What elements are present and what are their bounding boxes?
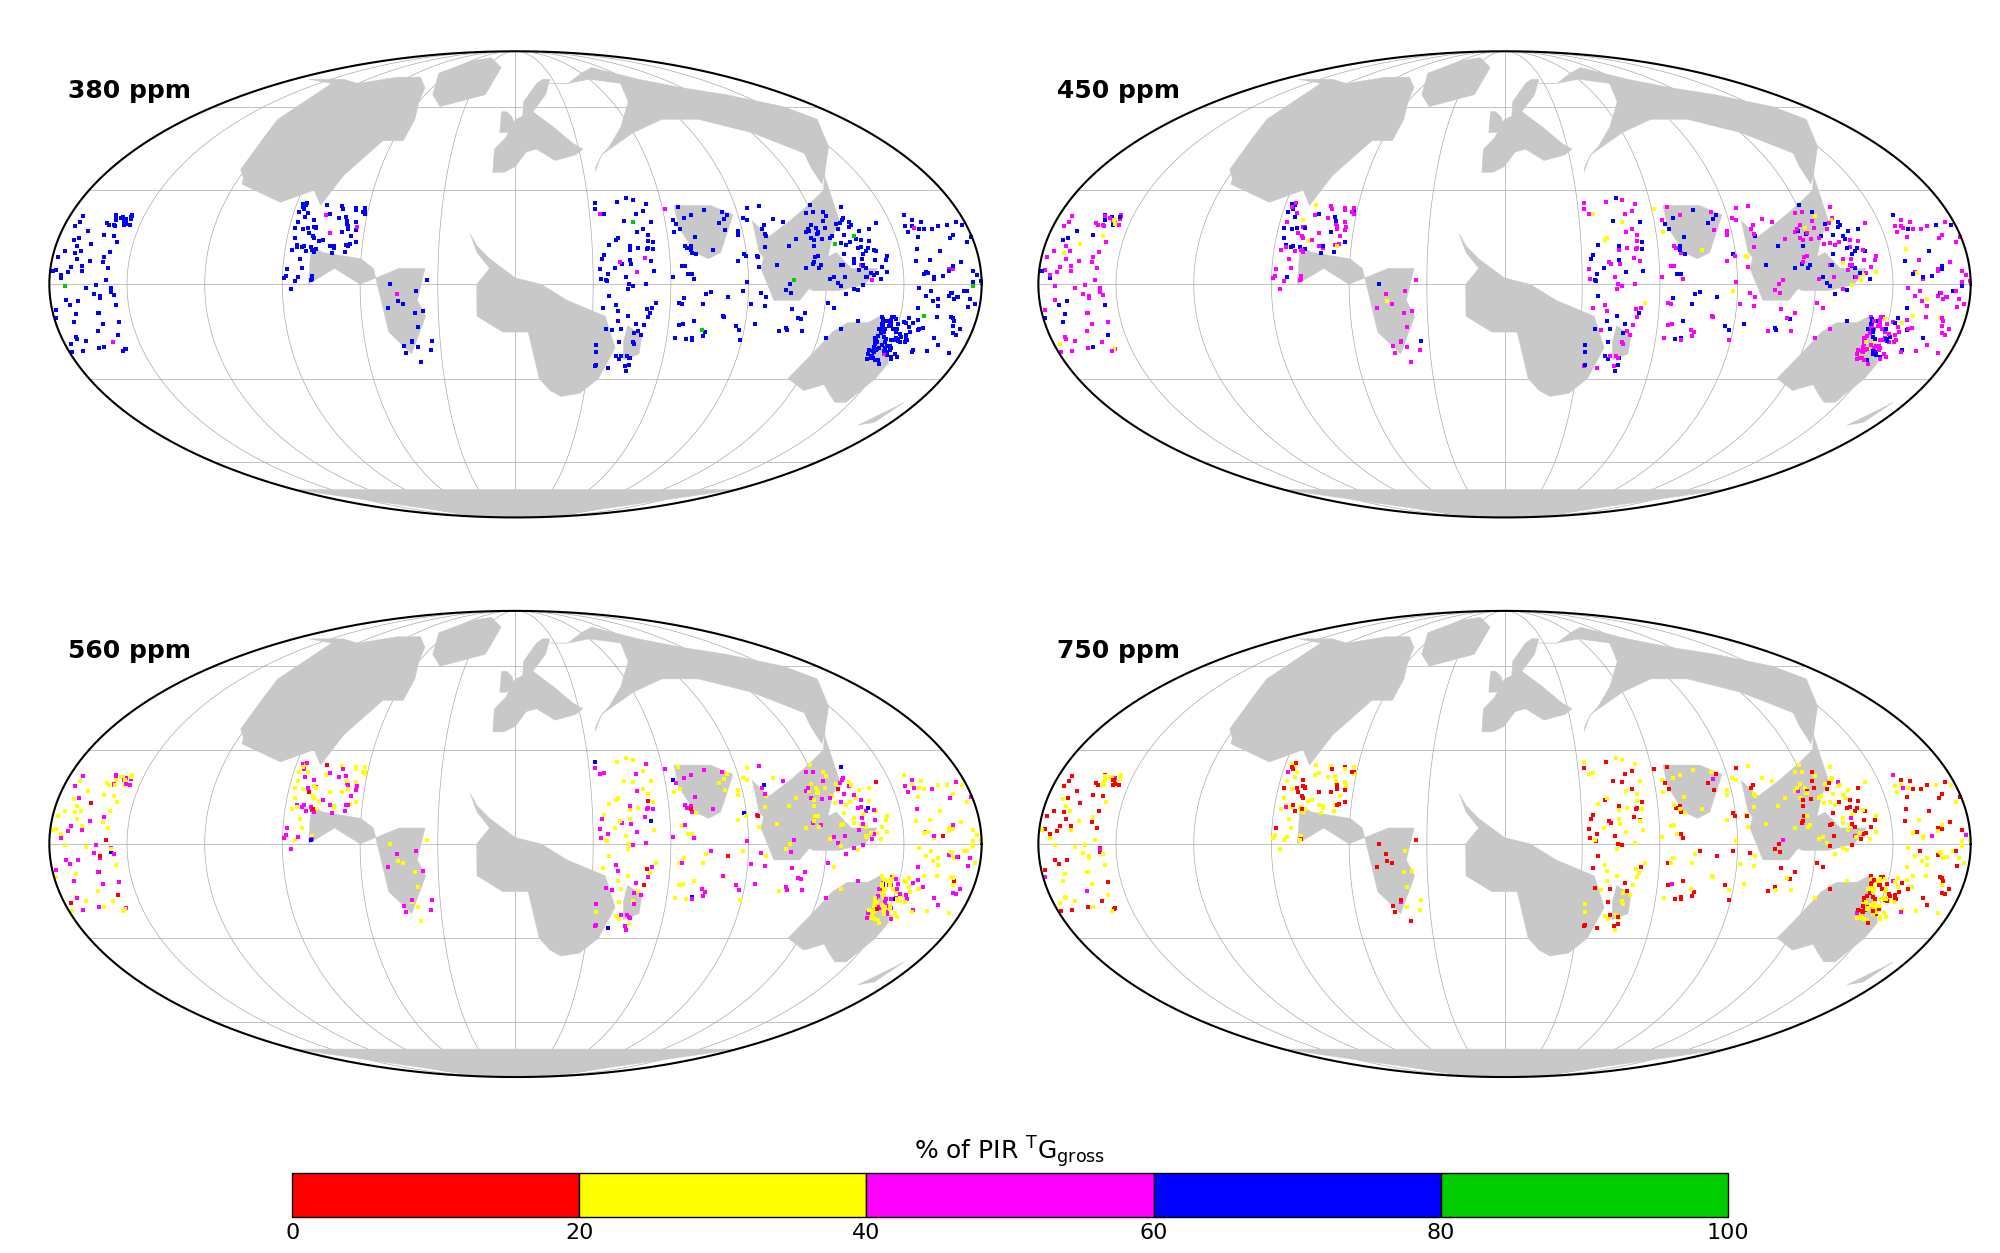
- Polygon shape: [1488, 672, 1508, 692]
- Text: 750 ppm: 750 ppm: [1056, 639, 1180, 663]
- Polygon shape: [858, 402, 904, 425]
- Polygon shape: [522, 639, 550, 677]
- Polygon shape: [470, 793, 616, 956]
- Polygon shape: [1662, 205, 1722, 259]
- Text: 100: 100: [1706, 1223, 1750, 1243]
- Polygon shape: [1776, 876, 1878, 962]
- Polygon shape: [752, 781, 878, 851]
- Polygon shape: [1460, 233, 1604, 396]
- Polygon shape: [1460, 793, 1604, 956]
- PathPatch shape: [1038, 611, 1970, 1078]
- Polygon shape: [624, 326, 642, 360]
- Polygon shape: [1538, 68, 1828, 301]
- Polygon shape: [1488, 112, 1508, 133]
- Polygon shape: [500, 672, 520, 692]
- Text: 80: 80: [1426, 1223, 1454, 1243]
- Polygon shape: [802, 149, 824, 184]
- Text: 560 ppm: 560 ppm: [68, 639, 190, 663]
- Bar: [292, 1173, 580, 1217]
- Polygon shape: [308, 806, 426, 913]
- Polygon shape: [1298, 246, 1414, 355]
- Bar: [866, 1173, 1154, 1217]
- Polygon shape: [522, 79, 550, 117]
- Polygon shape: [470, 233, 616, 396]
- Polygon shape: [1284, 1049, 1726, 1076]
- Text: % of PIR $^{\mathregular{T}}$G$_{\mathregular{gross}}$: % of PIR $^{\mathregular{T}}$G$_{\mathre…: [914, 1134, 1106, 1170]
- Text: 450 ppm: 450 ppm: [1056, 79, 1180, 103]
- Polygon shape: [802, 709, 824, 744]
- Polygon shape: [1792, 709, 1814, 744]
- Polygon shape: [492, 112, 584, 172]
- Polygon shape: [1512, 79, 1538, 117]
- Polygon shape: [1776, 316, 1878, 402]
- Polygon shape: [1482, 112, 1572, 172]
- Polygon shape: [674, 766, 732, 818]
- Polygon shape: [432, 618, 502, 667]
- Polygon shape: [1298, 806, 1414, 913]
- Polygon shape: [624, 886, 642, 920]
- Polygon shape: [788, 316, 888, 402]
- PathPatch shape: [50, 611, 982, 1078]
- Polygon shape: [858, 962, 904, 985]
- Polygon shape: [1612, 326, 1630, 360]
- Polygon shape: [294, 490, 736, 516]
- Polygon shape: [1482, 672, 1572, 732]
- Polygon shape: [1230, 78, 1414, 205]
- Text: 380 ppm: 380 ppm: [68, 79, 190, 103]
- Polygon shape: [1612, 886, 1630, 920]
- Polygon shape: [788, 876, 888, 962]
- Polygon shape: [1792, 149, 1814, 184]
- Text: 20: 20: [566, 1223, 594, 1243]
- Polygon shape: [1538, 626, 1828, 860]
- Polygon shape: [1230, 637, 1414, 766]
- Text: 0: 0: [286, 1223, 300, 1243]
- Polygon shape: [1422, 58, 1490, 107]
- Polygon shape: [1662, 766, 1722, 818]
- Polygon shape: [1742, 221, 1866, 291]
- PathPatch shape: [1038, 51, 1970, 517]
- Polygon shape: [1848, 962, 1894, 985]
- Polygon shape: [674, 205, 732, 259]
- Polygon shape: [294, 1049, 736, 1076]
- Polygon shape: [1742, 781, 1866, 851]
- Bar: [580, 1173, 866, 1217]
- Bar: [1154, 1173, 1440, 1217]
- Polygon shape: [550, 68, 840, 301]
- Polygon shape: [240, 78, 424, 205]
- Polygon shape: [500, 112, 520, 133]
- Polygon shape: [432, 58, 502, 107]
- Polygon shape: [1512, 639, 1538, 677]
- Polygon shape: [240, 637, 424, 766]
- Polygon shape: [1422, 618, 1490, 667]
- Polygon shape: [308, 246, 426, 355]
- Polygon shape: [492, 672, 584, 732]
- Polygon shape: [1848, 402, 1894, 425]
- PathPatch shape: [50, 51, 982, 517]
- Polygon shape: [752, 221, 878, 291]
- Text: 40: 40: [852, 1223, 880, 1243]
- Bar: [1440, 1173, 1728, 1217]
- Polygon shape: [1284, 490, 1726, 516]
- Polygon shape: [550, 626, 840, 860]
- Text: 60: 60: [1140, 1223, 1168, 1243]
